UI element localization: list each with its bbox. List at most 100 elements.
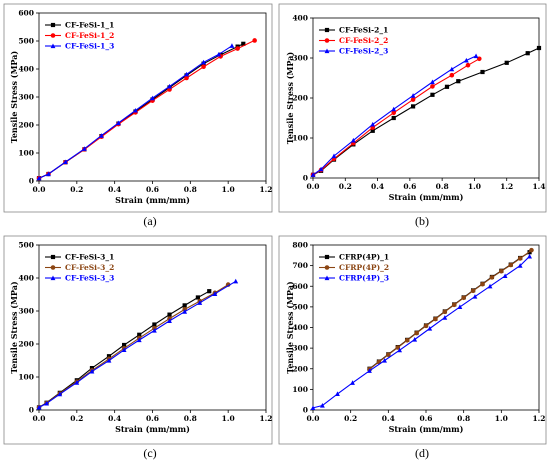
series-line bbox=[38, 280, 236, 408]
data-point bbox=[391, 106, 397, 112]
data-point bbox=[36, 404, 42, 410]
data-point bbox=[461, 295, 466, 301]
data-point bbox=[335, 391, 340, 397]
series-line bbox=[38, 284, 229, 408]
series-line bbox=[312, 255, 530, 409]
data-point bbox=[404, 337, 410, 343]
data-point bbox=[463, 57, 469, 63]
data-point bbox=[241, 41, 246, 46]
legend-label: CF-FeSi-2_3 bbox=[339, 47, 388, 56]
legend-label: CF-FeSi-1_3 bbox=[65, 42, 114, 51]
legend-label: CF-FeSi-1_2 bbox=[65, 31, 114, 40]
y-tick-label: 300 bbox=[292, 344, 308, 353]
data-point bbox=[430, 92, 435, 97]
x-tick-label: 0.4 bbox=[108, 185, 121, 194]
data-point bbox=[410, 93, 416, 98]
y-tick-label: 700 bbox=[292, 261, 308, 270]
x-axis-label: Strain (mm/mm) bbox=[115, 424, 190, 434]
x-tick-label: 1.2 bbox=[532, 414, 545, 423]
legend-label: CF-FeSi-2_2 bbox=[339, 36, 388, 45]
data-point bbox=[167, 318, 172, 323]
data-point bbox=[472, 294, 478, 299]
chart-panel-2: 0.0 0.2 0.4 0.6 0.8 1.0 1.2 1.4 0 100 200 300 400 Str… bbox=[278, 3, 547, 228]
legend: CF-FeSi-3_1CF-FeSi-3_2 CF-FeSi-3_3 bbox=[45, 253, 114, 283]
data-point bbox=[182, 309, 188, 314]
panel-frame bbox=[278, 235, 547, 445]
data-point bbox=[370, 121, 376, 127]
panel-caption: (d) bbox=[415, 446, 429, 460]
data-point bbox=[502, 273, 508, 279]
data-point bbox=[414, 330, 419, 336]
data-point bbox=[527, 253, 532, 259]
y-tick-label: 400 bbox=[292, 323, 308, 332]
x-tick-label: 1.0 bbox=[222, 414, 235, 423]
x-tick-label: 0.0 bbox=[32, 414, 45, 423]
data-point bbox=[391, 115, 396, 121]
x-tick-label: 0.8 bbox=[457, 414, 470, 423]
data-point bbox=[216, 51, 222, 57]
legend-label: CF-FeSi-3_2 bbox=[65, 263, 114, 272]
data-point bbox=[430, 84, 435, 89]
y-tick-label: 200 bbox=[18, 121, 34, 130]
data-point bbox=[391, 110, 397, 116]
panel-caption: (c) bbox=[143, 446, 156, 460]
x-tick-label: 0.2 bbox=[70, 414, 83, 423]
y-tick-label: 0 bbox=[29, 177, 34, 186]
x-tick-label: 0.0 bbox=[306, 414, 319, 423]
x-tick-label: 0.6 bbox=[403, 182, 416, 191]
data-point bbox=[382, 358, 387, 363]
x-tick-label: 1.4 bbox=[532, 182, 545, 191]
x-axis-label: Strain (mm/mm) bbox=[389, 192, 464, 202]
data-point bbox=[350, 137, 356, 143]
chart-panel-4: 0.0 0.2 0.4 0.6 0.8 1.0 1.2 0 100 200 300 400 500 600… bbox=[278, 235, 547, 460]
data-point bbox=[423, 323, 429, 329]
series-CFRP(4P)_3 bbox=[310, 253, 532, 411]
data-point bbox=[456, 79, 461, 84]
data-point bbox=[74, 380, 80, 385]
data-point bbox=[350, 380, 355, 385]
data-point bbox=[412, 336, 418, 342]
data-point bbox=[195, 295, 200, 300]
data-point bbox=[525, 51, 530, 56]
data-point bbox=[449, 72, 455, 78]
data-point bbox=[410, 97, 416, 102]
data-point bbox=[487, 283, 493, 289]
data-point bbox=[442, 315, 448, 320]
legend-marker bbox=[324, 265, 330, 270]
y-tick-label: 500 bbox=[292, 302, 308, 311]
x-tick-label: 0.2 bbox=[70, 185, 83, 194]
data-point bbox=[508, 262, 514, 268]
x-tick-label: 1.2 bbox=[259, 414, 272, 423]
x-tick-label: 0.8 bbox=[184, 185, 197, 194]
y-tick-label: 500 bbox=[18, 241, 34, 250]
data-point bbox=[182, 303, 187, 308]
x-tick-label: 0.2 bbox=[339, 182, 352, 191]
y-tick-label: 300 bbox=[18, 93, 34, 102]
data-point bbox=[184, 71, 189, 77]
panel-frame bbox=[278, 3, 547, 213]
data-point bbox=[536, 45, 542, 51]
legend-marker bbox=[50, 22, 56, 28]
data-point bbox=[201, 64, 206, 70]
y-axis-label: Tensile Stress (MPa) bbox=[285, 281, 295, 374]
series-line bbox=[312, 47, 540, 176]
x-tick-label: 1.0 bbox=[495, 414, 508, 423]
data-point bbox=[44, 400, 49, 406]
y-tick-label: 0 bbox=[303, 174, 308, 183]
data-point bbox=[106, 358, 112, 363]
x-tick-label: 0.8 bbox=[184, 414, 197, 423]
y-tick-label: 200 bbox=[292, 364, 308, 373]
data-point bbox=[233, 278, 239, 284]
data-point bbox=[46, 171, 51, 177]
data-point bbox=[480, 281, 485, 287]
data-point bbox=[184, 75, 189, 81]
x-tick-label: 1.0 bbox=[468, 182, 481, 191]
x-tick-label: 0.4 bbox=[371, 182, 384, 191]
legend-marker bbox=[324, 254, 330, 260]
data-point bbox=[473, 53, 479, 59]
y-tick-label: 100 bbox=[292, 134, 308, 143]
y-tick-label: 200 bbox=[18, 340, 34, 349]
data-point bbox=[63, 159, 68, 165]
legend-marker bbox=[324, 275, 330, 281]
